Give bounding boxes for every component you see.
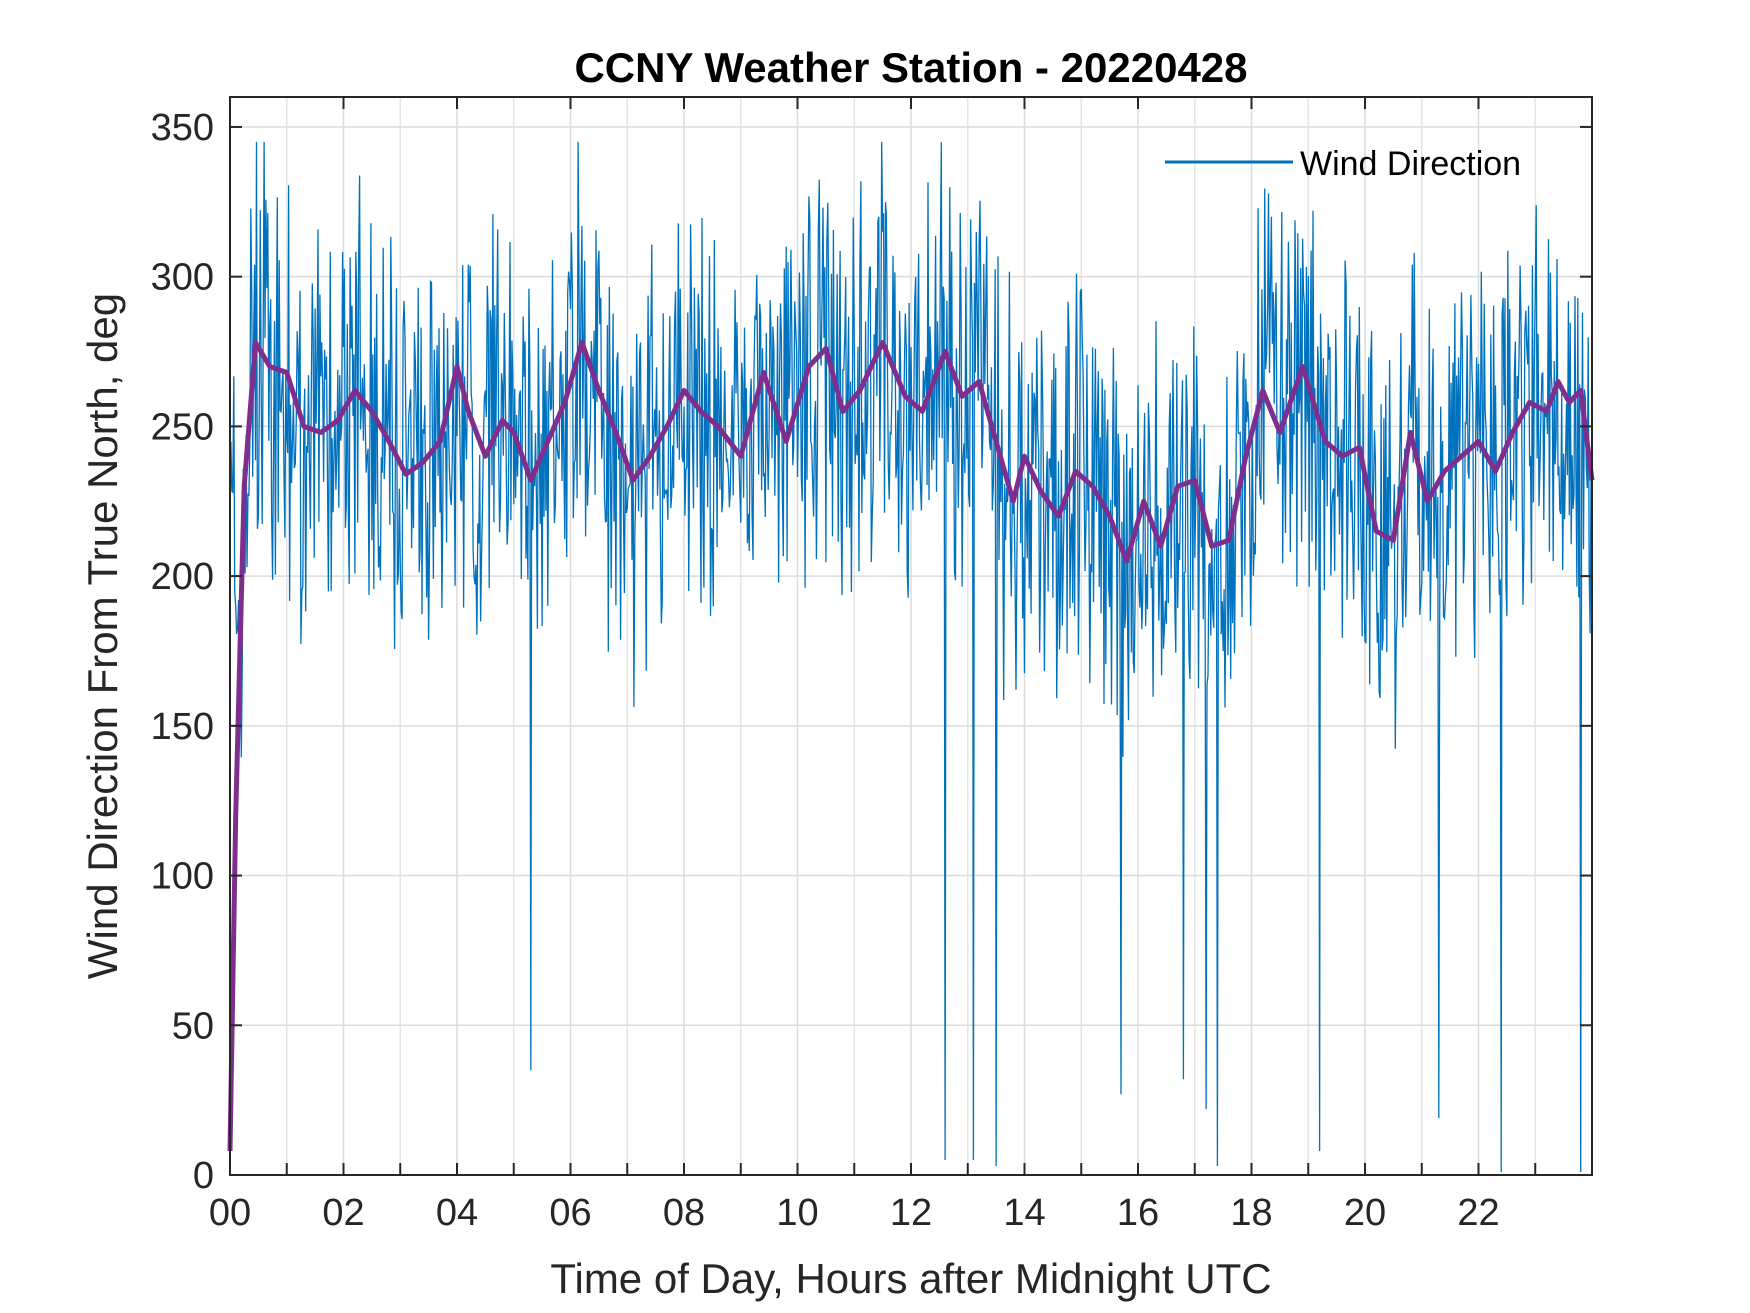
x-tick-label-04: 04 xyxy=(436,1192,478,1234)
y-tick-label-50: 50 xyxy=(172,1005,214,1047)
chart-title: CCNY Weather Station - 20220428 xyxy=(574,44,1247,91)
x-tick-label-02: 02 xyxy=(322,1192,364,1234)
y-tick-label-300: 300 xyxy=(151,257,214,299)
x-tick-label-12: 12 xyxy=(890,1192,932,1234)
x-tick-label-08: 08 xyxy=(663,1192,705,1234)
x-axis-label: Time of Day, Hours after Midnight UTC xyxy=(550,1255,1271,1302)
x-tick-label-22: 22 xyxy=(1457,1192,1499,1234)
line-running-mean xyxy=(227,340,1595,1152)
x-tick-label-10: 10 xyxy=(776,1192,818,1234)
y-tick-label-0: 0 xyxy=(193,1155,214,1197)
y-axis-label: Wind Direction From True North, deg xyxy=(79,293,126,979)
tick-labels: 00 02 04 06 08 10 12 14 16 18 20 22 0 50 100 150 200 250 3… xyxy=(151,107,1500,1234)
y-tick-label-350: 350 xyxy=(151,107,214,149)
x-tick-label-00: 00 xyxy=(209,1192,251,1234)
x-tick-label-20: 20 xyxy=(1344,1192,1386,1234)
legend: Wind Direction xyxy=(1165,145,1521,183)
y-tick-label-250: 250 xyxy=(151,406,214,448)
series-running-mean xyxy=(227,340,1595,1152)
x-tick-label-18: 18 xyxy=(1230,1192,1272,1234)
y-tick-label-100: 100 xyxy=(151,856,214,898)
x-tick-label-06: 06 xyxy=(549,1192,591,1234)
legend-label-wind-direction: Wind Direction xyxy=(1300,145,1521,183)
ticks xyxy=(229,97,1592,1176)
x-tick-label-16: 16 xyxy=(1117,1192,1159,1234)
y-tick-label-200: 200 xyxy=(151,556,214,598)
x-tick-label-14: 14 xyxy=(1003,1192,1045,1234)
y-tick-label-150: 150 xyxy=(151,706,214,748)
